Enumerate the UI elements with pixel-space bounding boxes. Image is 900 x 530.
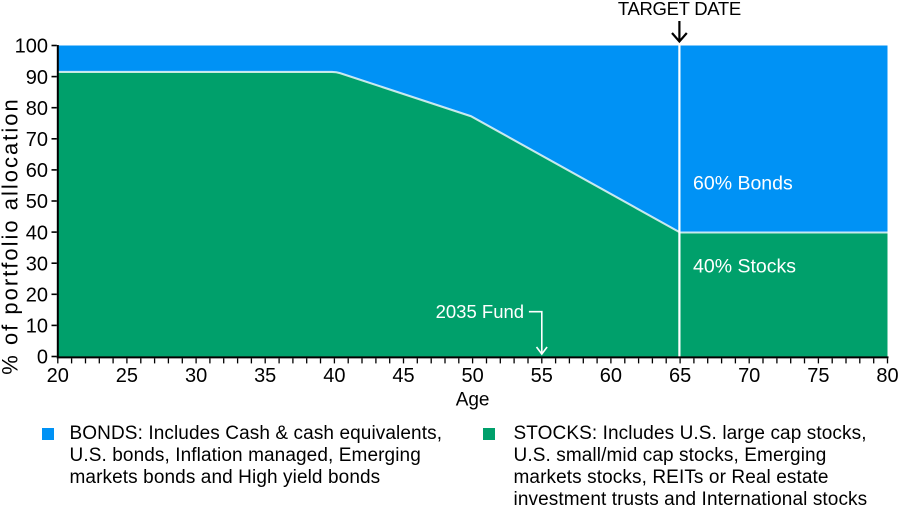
svg-text:70: 70 xyxy=(738,365,760,387)
svg-text:25: 25 xyxy=(116,365,138,387)
svg-text:TARGET DATE: TARGET DATE xyxy=(618,0,741,19)
svg-text:65: 65 xyxy=(669,365,691,387)
svg-text:70: 70 xyxy=(26,129,48,151)
svg-text:40: 40 xyxy=(323,365,345,387)
svg-text:75: 75 xyxy=(807,365,829,387)
svg-text:50: 50 xyxy=(26,191,48,213)
svg-text:45: 45 xyxy=(392,365,414,387)
svg-text:20: 20 xyxy=(26,285,48,307)
svg-text:30: 30 xyxy=(26,253,48,275)
svg-text:60: 60 xyxy=(600,365,622,387)
svg-text:10: 10 xyxy=(26,316,48,338)
svg-text:80: 80 xyxy=(876,365,898,387)
svg-text:2035 Fund: 2035 Fund xyxy=(436,301,524,322)
svg-text:55: 55 xyxy=(531,365,553,387)
svg-text:0: 0 xyxy=(37,347,48,369)
svg-text:Age: Age xyxy=(456,390,490,411)
svg-text:30: 30 xyxy=(185,365,207,387)
svg-text:80: 80 xyxy=(26,98,48,120)
svg-text:% of portfolio allocation: % of portfolio allocation xyxy=(0,97,23,374)
svg-text:35: 35 xyxy=(254,365,276,387)
svg-text:40% Stocks: 40% Stocks xyxy=(693,256,796,278)
svg-text:40: 40 xyxy=(26,222,48,244)
svg-text:100: 100 xyxy=(15,36,48,58)
svg-text:90: 90 xyxy=(26,67,48,89)
svg-text:60% Bonds: 60% Bonds xyxy=(693,172,793,194)
svg-text:60: 60 xyxy=(26,160,48,182)
svg-text:50: 50 xyxy=(461,365,483,387)
svg-text:20: 20 xyxy=(47,365,69,387)
